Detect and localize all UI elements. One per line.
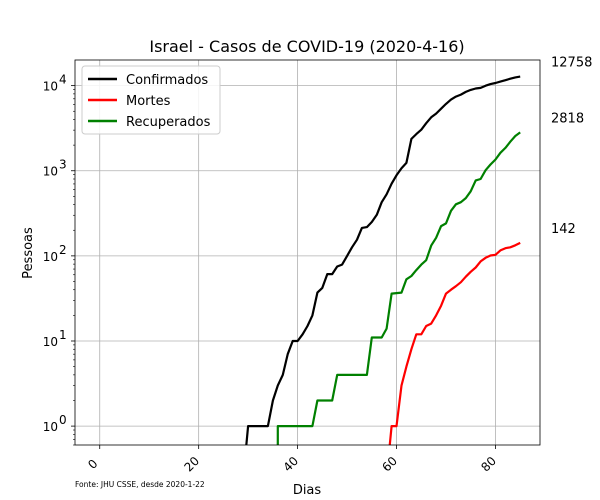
y-tick-exponent: 0 <box>59 413 67 427</box>
y-tick-exponent: 4 <box>59 73 67 87</box>
legend-label: Confirmados <box>126 73 208 88</box>
legend: Confirmados Mortes Recuperados <box>81 65 221 135</box>
end-label-layer: 12758 142 2818 <box>551 56 592 237</box>
legend-items: Confirmados Mortes Recuperados <box>88 73 211 130</box>
chart-title: Israel - Casos de COVID-19 (2020-4-16) <box>149 37 464 56</box>
x-tick-label: 60 <box>379 454 400 475</box>
series-line-confirmados <box>245 75 521 445</box>
series-line-mortes <box>388 241 521 445</box>
x-tick-label: 0 <box>85 457 100 472</box>
y-tick-label: 10 4 <box>43 73 67 94</box>
legend-box <box>81 65 221 135</box>
series-line-recuperados <box>276 131 521 445</box>
x-tick-layer: 0 20 40 60 80 <box>85 445 499 475</box>
legend-label: Recuperados <box>126 115 211 130</box>
y-tick-exponent: 1 <box>59 328 67 342</box>
y-tick-label: 10 0 <box>43 413 67 434</box>
y-tick-exponent: 2 <box>59 243 67 257</box>
y-tick-label: 10 2 <box>43 243 67 264</box>
y-axis-label: Pessoas <box>21 227 36 279</box>
series-end-label: 2818 <box>551 111 584 126</box>
y-tick-label: 10 1 <box>43 328 67 349</box>
y-tick-base: 10 <box>43 165 58 179</box>
y-tick-base: 10 <box>43 250 58 264</box>
source-note: Fonte: JHU CSSE, desde 2020-1-22 <box>75 480 205 489</box>
x-tick-label: 20 <box>181 454 202 475</box>
x-tick-label: 80 <box>478 454 499 475</box>
x-axis-label: Dias <box>293 483 322 498</box>
y-tick-base: 10 <box>43 80 58 94</box>
plot-frame <box>74 59 541 446</box>
legend-label: Mortes <box>126 94 171 109</box>
series-end-label: 12758 <box>551 56 592 71</box>
y-tick-exponent: 3 <box>59 158 67 172</box>
y-tick-label: 10 3 <box>43 158 67 179</box>
series-end-label: 142 <box>551 222 576 237</box>
series-layer <box>245 75 521 445</box>
y-tick-base: 10 <box>43 335 58 349</box>
y-tick-base: 10 <box>43 420 58 434</box>
x-tick-label: 40 <box>280 454 301 475</box>
